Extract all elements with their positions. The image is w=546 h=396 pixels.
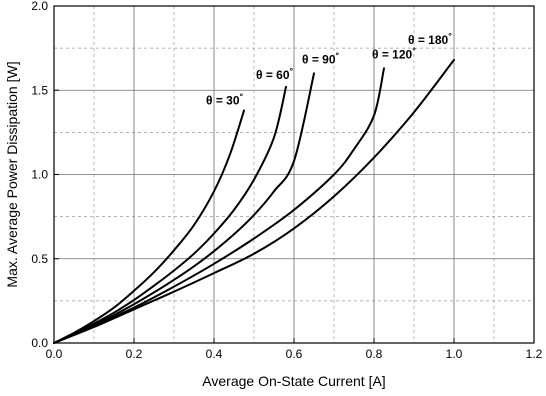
series-label: θ = 30°: [206, 91, 244, 107]
series-line: [53, 109, 245, 344]
x-tick-label: 0.4: [206, 347, 223, 361]
axes: 0.0 0.2 0.4 0.6 0.8 1.0 1.2 0.0 0.5 1.0 1.5 2.0: [31, 0, 542, 361]
y-tick-label: 1.0: [31, 168, 48, 182]
y-tick-label: 1.5: [31, 83, 48, 97]
series-line: [53, 72, 315, 344]
degree-symbol: °: [412, 45, 416, 55]
series-line: [53, 67, 385, 344]
series-label: θ = 120°: [372, 45, 416, 61]
series-label: θ = 90°: [302, 50, 340, 66]
series-line: [53, 85, 287, 344]
x-tick-label: 0.0: [46, 347, 63, 361]
series-labels: θ = 30° θ = 60° θ = 90° θ = 120°θ = 180°: [206, 31, 452, 108]
series-label: θ = 60°: [256, 66, 294, 82]
degree-symbol: °: [240, 91, 244, 101]
x-tick-label: 0.8: [366, 347, 383, 361]
grid: [53, 5, 535, 344]
series-label: θ = 180°: [408, 31, 452, 47]
series-line: [53, 58, 455, 344]
degree-symbol: °: [448, 31, 452, 41]
x-tick-label: 0.2: [126, 347, 143, 361]
x-axis-title: Average On-State Current [A]: [202, 373, 385, 389]
degree-symbol: °: [336, 50, 340, 60]
y-tick-label: 0.0: [31, 336, 48, 350]
y-axis-title: Max. Average Power Dissipation [W]: [4, 61, 20, 287]
degree-symbol: °: [290, 66, 294, 76]
y-tick-label: 0.5: [31, 252, 48, 266]
y-tick-label: 2.0: [31, 0, 48, 13]
x-tick-label: 0.6: [286, 347, 303, 361]
series-lines: [53, 58, 455, 344]
x-tick-label: 1.2: [526, 347, 543, 361]
x-tick-label: 1.0: [446, 347, 463, 361]
